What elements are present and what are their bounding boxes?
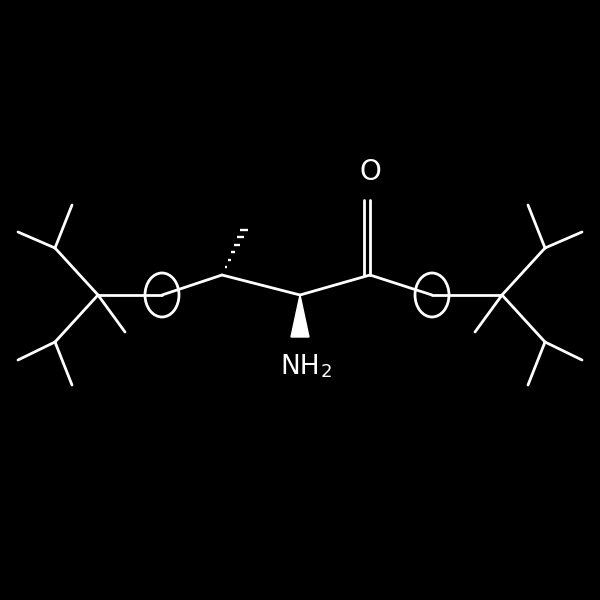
Polygon shape bbox=[291, 295, 309, 337]
Ellipse shape bbox=[415, 273, 449, 317]
Text: NH: NH bbox=[280, 354, 320, 380]
Ellipse shape bbox=[145, 273, 179, 317]
Text: 2: 2 bbox=[320, 363, 332, 381]
Text: O: O bbox=[359, 158, 381, 186]
